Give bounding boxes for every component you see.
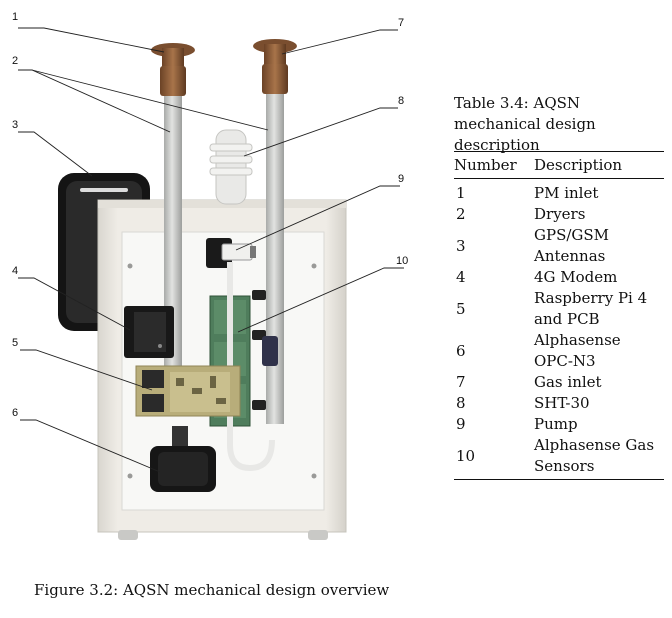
callout-10: 10 xyxy=(396,255,408,267)
callout-2: 2 xyxy=(12,55,18,67)
description-table: Number Description 1 PM inlet 2 Dryers 3 GPS/… xyxy=(454,151,664,480)
callout-9: 9 xyxy=(398,173,404,185)
opc-n3 xyxy=(150,426,216,492)
leader-lines xyxy=(18,27,404,473)
row-number: 9 xyxy=(456,415,466,433)
table-row: 2 Dryers xyxy=(454,204,664,225)
row-description: Raspberry Pi 4 and PCB xyxy=(534,289,648,328)
gas-inlet xyxy=(253,39,297,94)
callouts: 1 2 3 4 5 6 7 8 9 10 xyxy=(12,11,408,419)
row-description: Alphasense Gas Sensors xyxy=(534,436,655,475)
table-row: 6 Alphasense OPC-N3 xyxy=(454,330,664,372)
4g-modem xyxy=(124,306,174,358)
row-number: 2 xyxy=(456,205,466,223)
header-description: Description xyxy=(534,156,623,174)
header-number: Number xyxy=(454,156,517,174)
table-row: 5 Raspberry Pi 4 and PCB xyxy=(454,288,664,330)
pm-inlet xyxy=(151,43,195,96)
table-header-row: Number Description xyxy=(454,151,664,179)
row-number: 10 xyxy=(456,446,476,465)
raspberry-pi-pcb xyxy=(135,365,241,417)
row-number: 5 xyxy=(456,299,466,318)
row-description: SHT-30 xyxy=(534,394,590,412)
row-description: Alphasense OPC-N3 xyxy=(534,331,621,370)
row-number: 1 xyxy=(456,184,466,202)
callout-3: 3 xyxy=(12,119,18,131)
callout-4: 4 xyxy=(12,265,18,277)
table-row: 1 PM inlet xyxy=(454,179,664,205)
callout-8: 8 xyxy=(398,95,404,107)
row-number: 4 xyxy=(456,268,466,286)
row-number: 3 xyxy=(456,236,466,255)
table-row: 7 Gas inlet xyxy=(454,372,664,393)
table-row: 8 SHT-30 xyxy=(454,393,664,414)
row-description: GPS/GSM Antennas xyxy=(534,226,610,265)
row-description: PM inlet xyxy=(534,184,599,202)
table-body: 1 PM inlet 2 Dryers 3 GPS/GSM Antennas 4 4G Mod… xyxy=(454,179,664,480)
sht30-sensor xyxy=(209,129,253,205)
row-description: Dryers xyxy=(534,205,586,223)
row-description: Gas inlet xyxy=(534,373,602,391)
table-row: 10 Alphasense Gas Sensors xyxy=(454,435,664,480)
figure-caption: Figure 3.2: AQSN mechanical design overv… xyxy=(34,581,390,599)
callout-6: 6 xyxy=(12,407,18,419)
callout-5: 5 xyxy=(12,337,18,349)
callout-7: 7 xyxy=(398,17,404,29)
table-row: 9 Pump xyxy=(454,414,664,435)
row-number: 7 xyxy=(456,373,466,391)
callout-1: 1 xyxy=(12,11,18,23)
table-row: 3 GPS/GSM Antennas xyxy=(454,225,664,267)
row-description: Pump xyxy=(534,415,578,433)
pump xyxy=(206,238,256,268)
row-number: 8 xyxy=(456,394,466,412)
mechanical-design-figure: 1 2 3 4 5 6 7 8 9 10 xyxy=(12,11,408,540)
row-number: 6 xyxy=(456,341,466,360)
table-caption: Table 3.4: AQSN mechanical design descri… xyxy=(454,94,596,154)
table-row: 4 4G Modem xyxy=(454,267,664,288)
row-description: 4G Modem xyxy=(534,268,618,286)
